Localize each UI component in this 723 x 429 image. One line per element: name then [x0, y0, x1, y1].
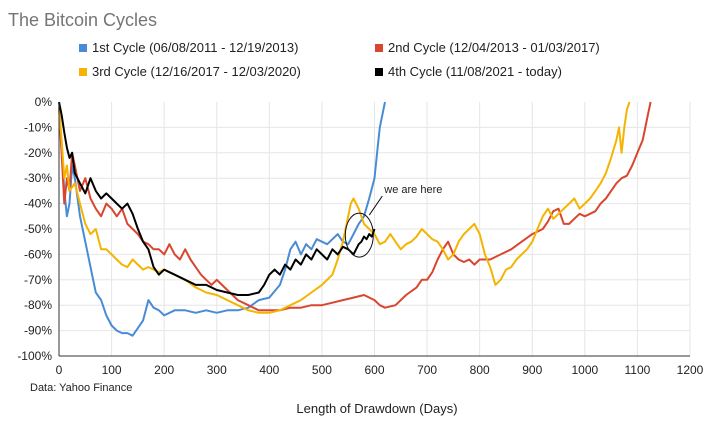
series-line-1: [58, 101, 386, 337]
annotation-label: we are here: [383, 184, 442, 196]
x-tick-label: 600: [364, 363, 384, 377]
legend-swatch: [375, 44, 383, 52]
y-tick-label: -10%: [24, 120, 52, 134]
y-tick-label: -60%: [24, 247, 52, 261]
y-tick-label: -20%: [24, 146, 52, 160]
series-line-3: [58, 101, 631, 314]
series-line-2: [58, 101, 652, 312]
legend-swatch: [79, 68, 87, 76]
data-source: Data: Yahoo Finance: [30, 382, 132, 394]
chart-title: The Bitcoin Cycles: [8, 10, 157, 30]
x-tick-label: 400: [259, 363, 279, 377]
x-tick-label: 500: [312, 363, 332, 377]
y-tick-label: -70%: [24, 273, 52, 287]
legend-swatch: [375, 68, 383, 76]
y-tick-label: 0%: [35, 95, 53, 109]
x-tick-label: 100: [102, 363, 122, 377]
x-axis-label: Length of Drawdown (Days): [296, 401, 457, 416]
x-tick-label: 900: [522, 363, 542, 377]
legend-label: 1st Cycle (06/08/2011 - 12/19/2013): [92, 40, 298, 55]
series-lines: [58, 101, 652, 337]
legend-label: 3rd Cycle (12/16/2017 - 12/03/2020): [92, 64, 301, 79]
x-tick-label: 0: [56, 363, 63, 377]
y-tick-label: -90%: [24, 324, 52, 338]
x-tick-label: 300: [207, 363, 227, 377]
annotation-circle: [344, 212, 374, 258]
legend: 1st Cycle (06/08/2011 - 12/19/2013) 2nd C…: [79, 40, 600, 79]
x-tick-label: 1200: [677, 363, 704, 377]
annotation: we are here: [344, 184, 442, 258]
annotation-pointer: [368, 195, 383, 216]
legend-swatch: [79, 44, 87, 52]
y-tick-label: -30%: [24, 171, 52, 185]
x-tick-label: 200: [154, 363, 174, 377]
y-tick-label: -80%: [24, 298, 52, 312]
legend-label: 4th Cycle (11/08/2021 - today): [388, 64, 562, 79]
y-tick-label: -50%: [24, 222, 52, 236]
series-line-4: [58, 101, 376, 296]
x-tick-label: 1000: [571, 363, 598, 377]
x-tick-label: 700: [417, 363, 437, 377]
x-tick-label: 1100: [625, 363, 651, 377]
axes: 0% -10% -20% -30% -40% -50% -60% -70% -80% -90% -1…: [17, 95, 703, 377]
y-tick-label: -100%: [17, 349, 52, 363]
y-tick-label: -40%: [24, 197, 52, 211]
x-tick-label: 800: [470, 363, 490, 377]
legend-label: 2nd Cycle (12/04/2013 - 01/03/2017): [388, 40, 600, 55]
